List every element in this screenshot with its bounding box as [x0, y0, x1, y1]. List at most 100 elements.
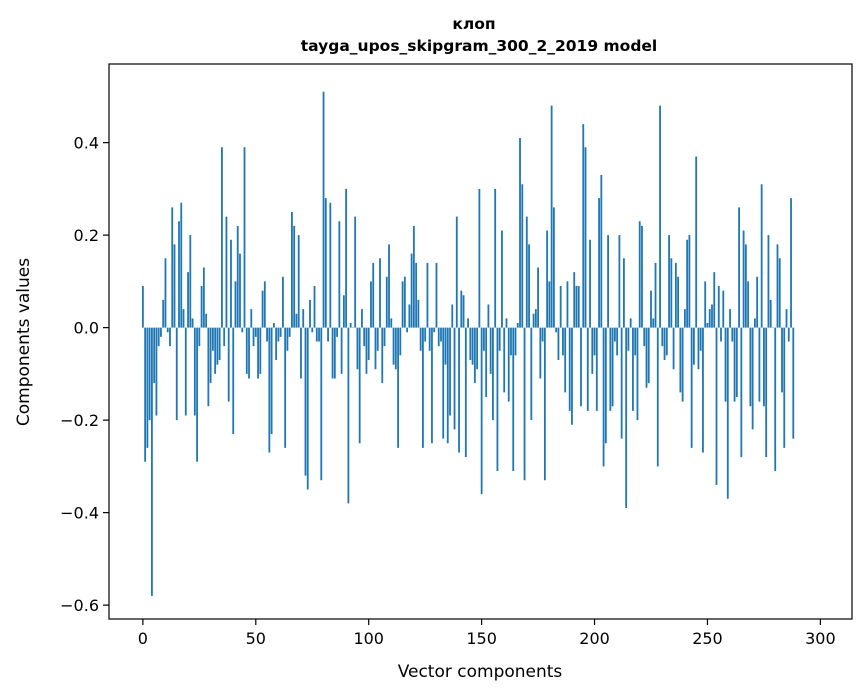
- bar-273: [758, 327, 761, 402]
- bar-57: [270, 327, 273, 435]
- bar-69: [297, 235, 300, 328]
- bar-234: [670, 258, 673, 328]
- bar-83: [329, 202, 332, 328]
- bar-245: [695, 156, 698, 328]
- bar-222: [643, 327, 646, 347]
- bar-208: [611, 327, 614, 407]
- bar-24: [196, 327, 198, 462]
- bar-285: [785, 309, 788, 328]
- bar-21: [189, 235, 192, 328]
- bar-217: [632, 327, 634, 411]
- bar-11: [166, 327, 169, 333]
- bar-177: [541, 327, 544, 342]
- bar-156: [494, 188, 497, 328]
- y-tick-label: −0.4: [60, 504, 99, 523]
- bar-106: [381, 327, 384, 384]
- bar-278: [769, 299, 772, 328]
- bar-271: [753, 318, 756, 328]
- bar-256: [720, 327, 722, 342]
- bar-59: [275, 327, 278, 361]
- bar-247: [699, 327, 702, 351]
- bar-264: [738, 207, 740, 328]
- bar-9: [162, 299, 165, 328]
- bar-89: [342, 295, 345, 328]
- bar-68: [295, 313, 298, 328]
- bar-138: [453, 327, 456, 430]
- bar-150: [480, 327, 483, 495]
- bar-145: [469, 327, 472, 361]
- bar-22: [191, 318, 194, 328]
- bar-71: [302, 309, 305, 328]
- bar-48: [250, 309, 253, 328]
- bar-232: [665, 327, 668, 356]
- bar-166: [516, 323, 519, 328]
- bar-219: [636, 327, 639, 421]
- bar-277: [767, 235, 770, 328]
- bar-197: [586, 327, 589, 411]
- bar-255: [717, 286, 720, 328]
- bar-139: [455, 216, 458, 328]
- bar-80: [322, 91, 325, 328]
- bar-178: [543, 327, 546, 481]
- bar-110: [390, 318, 393, 328]
- bar-287: [790, 198, 792, 328]
- bar-182: [552, 207, 555, 328]
- bar-54: [263, 281, 266, 328]
- bar-111: [392, 327, 395, 365]
- bar-163: [510, 327, 512, 356]
- bar-180: [548, 281, 551, 328]
- bar-211: [618, 235, 621, 328]
- bar-207: [609, 327, 612, 411]
- bar-275: [763, 327, 765, 407]
- bar-27: [202, 267, 205, 328]
- bar-260: [729, 309, 731, 328]
- bar-28: [205, 313, 208, 328]
- bar-159: [501, 230, 503, 328]
- bar-125: [424, 327, 427, 342]
- bar-162: [507, 327, 510, 402]
- bar-253: [713, 272, 716, 328]
- bar-47: [248, 327, 250, 379]
- bar-203: [600, 175, 603, 328]
- bar-223: [645, 327, 648, 388]
- bar-53: [261, 290, 264, 328]
- bar-78: [318, 327, 320, 342]
- bar-88: [340, 327, 343, 374]
- bar-6: [155, 327, 158, 416]
- bar-283: [781, 327, 783, 393]
- bar-2: [146, 327, 149, 448]
- bar-220: [638, 221, 641, 328]
- bar-75: [311, 327, 314, 333]
- bar-85: [333, 327, 336, 379]
- bar-7: [157, 327, 160, 347]
- bar-34: [218, 327, 221, 361]
- chart-subtitle: tayga_upos_skipgram_300_2_2019 model: [301, 37, 658, 55]
- bar-155: [492, 327, 494, 421]
- bar-99: [365, 327, 368, 374]
- bar-242: [688, 235, 691, 328]
- bar-174: [534, 309, 537, 328]
- bar-3: [148, 327, 151, 421]
- bar-193: [577, 286, 580, 328]
- bar-14: [173, 244, 176, 328]
- bar-31: [211, 327, 214, 351]
- bar-107: [383, 327, 386, 347]
- bar-74: [309, 299, 311, 328]
- bar-181: [550, 105, 553, 328]
- bar-64: [286, 327, 289, 351]
- bars-group: [141, 91, 795, 596]
- bar-129: [433, 327, 436, 333]
- bar-269: [749, 327, 752, 407]
- bar-123: [419, 327, 422, 351]
- bar-274: [760, 184, 763, 328]
- bar-25: [198, 327, 201, 347]
- bar-128: [431, 327, 433, 444]
- bar-250: [706, 323, 709, 328]
- bar-105: [379, 258, 381, 328]
- bar-161: [505, 318, 508, 328]
- bar-226: [652, 318, 655, 328]
- bar-37: [225, 216, 228, 328]
- bar-130: [435, 262, 438, 328]
- bar-212: [620, 327, 623, 439]
